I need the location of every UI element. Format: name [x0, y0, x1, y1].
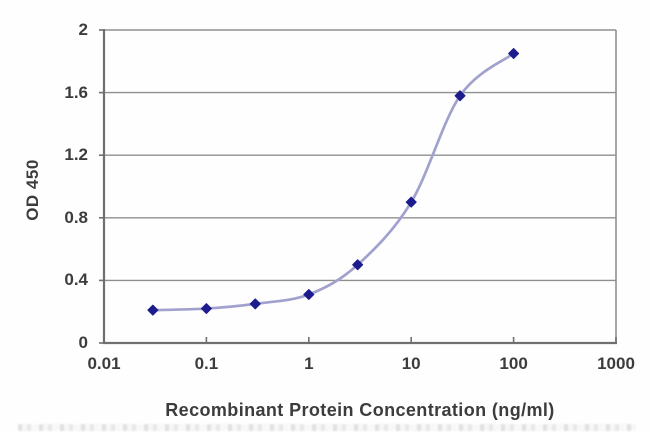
- x-tick-label: 1: [304, 354, 314, 373]
- y-tick-label: 0.8: [64, 207, 88, 227]
- jpeg-noise-band: [18, 424, 636, 431]
- y-tick-label: 0.4: [64, 270, 88, 290]
- x-tick-label: 10: [401, 354, 421, 373]
- data-point-marker: [200, 303, 212, 315]
- y-tick-label: 1.2: [64, 145, 88, 165]
- data-point-marker: [352, 259, 364, 271]
- x-tick-label: 100: [499, 354, 528, 373]
- x-tick-label: 0.1: [194, 354, 219, 373]
- y-tick-label: 0: [78, 333, 88, 352]
- data-curve: [151, 52, 515, 312]
- data-point-marker: [508, 47, 520, 59]
- data-point-marker: [405, 196, 417, 208]
- y-tick-label: 1.6: [64, 82, 88, 102]
- y-tick-label: 2: [78, 20, 88, 39]
- data-point-marker: [249, 298, 261, 310]
- x-tick-label: 1000: [597, 354, 635, 373]
- x-tick-label: 0.01: [87, 354, 121, 373]
- data-point-marker: [147, 304, 159, 316]
- data-point-marker: [303, 288, 315, 300]
- x-axis-title: Recombinant Protein Concentration (ng/ml…: [165, 400, 555, 420]
- data-point-marker: [454, 90, 466, 102]
